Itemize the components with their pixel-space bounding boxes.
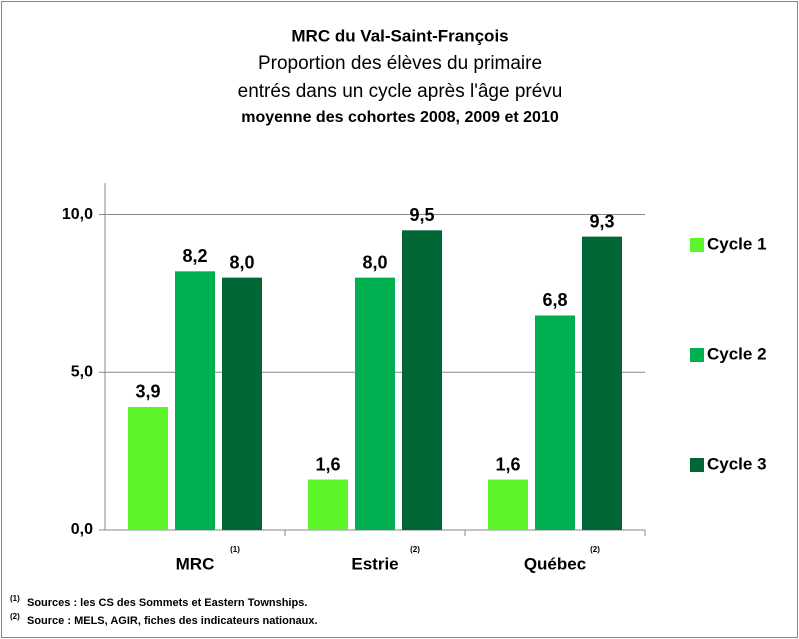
value-label: 8,0 (362, 252, 387, 272)
legend-label: Cycle 1 (707, 234, 767, 253)
category-note: (2) (590, 545, 600, 554)
y-tick-label: 10,0 (62, 206, 93, 223)
footnote: Source : MELS, AGIR, fiches des indicate… (27, 615, 318, 627)
footnote-mark: (2) (10, 612, 20, 621)
value-label: 8,2 (182, 246, 207, 266)
x-tick-label: MRC (176, 554, 215, 573)
bar (402, 230, 442, 530)
footnote-mark: (1) (10, 594, 20, 603)
category-note: (2) (410, 545, 420, 554)
chart-subtitle: Proportion des élèves du primaire (258, 53, 542, 74)
legend-swatch (690, 458, 704, 472)
chart-title: MRC du Val-Saint-François (291, 26, 508, 45)
bar (222, 277, 262, 530)
bar (175, 271, 215, 530)
y-tick-label: 0,0 (71, 521, 93, 538)
value-label: 8,0 (229, 252, 254, 272)
bar (488, 479, 528, 530)
bar (535, 315, 575, 530)
legend-label: Cycle 3 (707, 454, 767, 473)
y-tick-label: 5,0 (71, 363, 93, 380)
category-note: (1) (230, 545, 240, 554)
value-label: 3,9 (135, 382, 160, 402)
bar (582, 236, 622, 531)
bar (355, 277, 395, 530)
chart-subtitle: moyenne des cohortes 2008, 2009 et 2010 (241, 109, 559, 126)
value-label: 9,5 (409, 205, 434, 225)
x-tick-label: Québec (524, 554, 586, 573)
legend-swatch (690, 238, 704, 252)
value-label: 9,3 (589, 211, 614, 231)
bar (128, 406, 168, 530)
value-label: 1,6 (315, 454, 340, 474)
chart-subtitle: entrés dans un cycle après l'âge prévu (238, 81, 563, 102)
footnote: Sources : les CS des Sommets et Eastern … (27, 597, 307, 609)
bar (308, 479, 348, 530)
value-label: 6,8 (542, 290, 567, 310)
x-tick-label: Estrie (351, 554, 398, 573)
legend-swatch (690, 348, 704, 362)
legend-label: Cycle 2 (707, 344, 767, 363)
value-label: 1,6 (495, 454, 520, 474)
